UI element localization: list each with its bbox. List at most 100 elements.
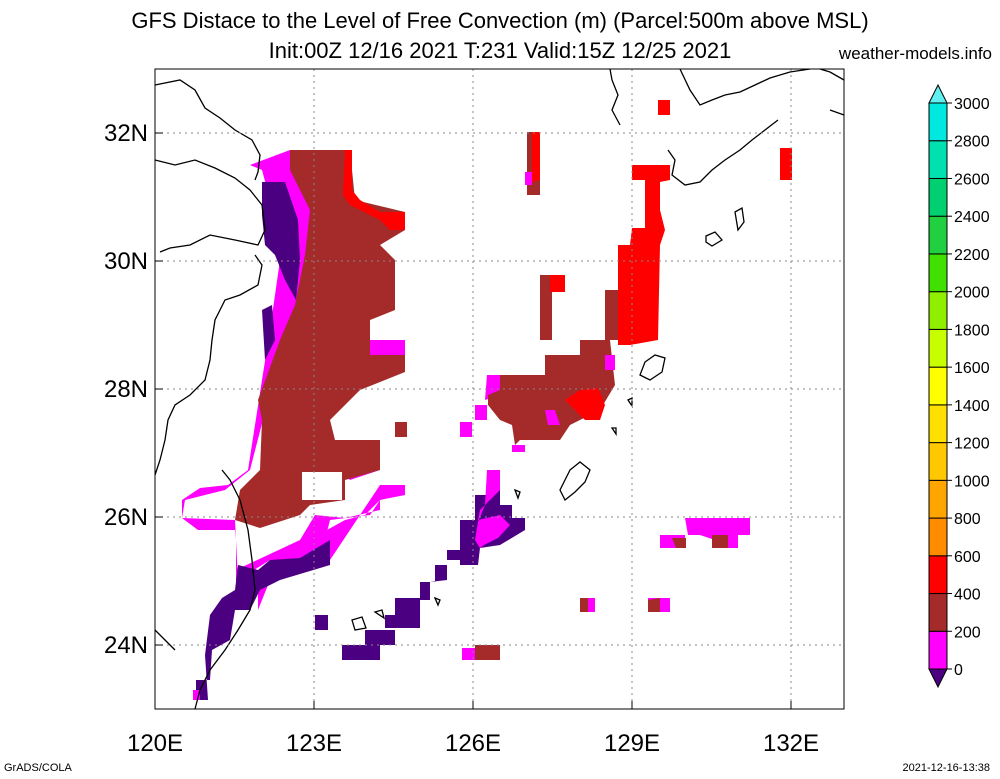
coastline: [154, 68, 845, 710]
colorbar-label: 1600: [954, 360, 990, 377]
shaded-region: [475, 405, 487, 420]
colorbar-under-triangle: [928, 668, 948, 689]
coastline-segment: [154, 629, 176, 651]
colorbar-label: 1400: [954, 398, 990, 415]
shaded-region: [262, 182, 300, 300]
lon-tick-label: 132E: [763, 730, 819, 757]
field-shading: [182, 100, 792, 700]
colorbar-box: [928, 404, 948, 444]
coastline-segment: [705, 231, 724, 247]
colorbar-box: [928, 593, 948, 632]
shaded-region: [475, 470, 510, 548]
map-subtitle: Init:00Z 12/16 2021 T:231 Valid:15Z 12/2…: [268, 38, 732, 63]
shaded-region: [618, 165, 670, 345]
colorbar-label: 2600: [954, 171, 990, 188]
colorbar-label: 400: [954, 587, 981, 604]
colorbar-box: [928, 328, 948, 368]
shaded-region: [550, 275, 565, 292]
coastline-segment: [609, 68, 621, 126]
coastline-segment: [154, 159, 266, 253]
colorbar-box: [928, 630, 948, 670]
shaded-region: [196, 540, 330, 700]
shaded-region: [315, 615, 328, 630]
lat-tick-label: 32N: [104, 120, 148, 147]
coastline-segment: [610, 427, 617, 437]
shaded-region: [545, 410, 560, 425]
lat-tick-label: 24N: [104, 632, 148, 659]
coastline-segment: [433, 596, 441, 607]
colorbar-label: 2000: [954, 285, 990, 302]
map-title: GFS Distace to the Level of Free Convect…: [131, 8, 869, 33]
shaded-region: [780, 148, 792, 180]
colorbar-box: [928, 253, 948, 293]
coastline-segment: [639, 354, 666, 381]
colorbar-label: 3000: [954, 96, 990, 113]
shaded-region: [262, 305, 275, 360]
shaded-region: [648, 598, 660, 612]
colorbar-box: [928, 555, 948, 595]
shaded-region: [712, 535, 728, 548]
colorbar-box: [928, 102, 948, 142]
shaded-region: [488, 340, 615, 445]
lat-lon-grid: [155, 69, 844, 709]
shaded-region: [540, 275, 552, 340]
coastline-segment: [373, 609, 386, 620]
colorbar-label: 2200: [954, 247, 990, 264]
colorbar-label: 800: [954, 511, 981, 528]
software-credit: GrADS/COLA: [4, 762, 72, 774]
shaded-region: [658, 100, 670, 115]
lat-tick-label: 28N: [104, 376, 148, 403]
colorbar-label: 1000: [954, 473, 990, 490]
coastline-segment: [154, 254, 263, 476]
coastline-segment: [829, 109, 845, 116]
coastline-segment: [819, 68, 845, 81]
coastline-segment: [667, 119, 779, 186]
colorbar-label: 2400: [954, 209, 990, 226]
shaded-region: [342, 645, 380, 660]
colorbar-over-triangle: [928, 83, 948, 104]
shaded-region: [605, 290, 618, 340]
coastline-segment: [627, 396, 633, 409]
colorbar-box: [928, 215, 948, 255]
coastline-segment: [734, 206, 745, 232]
colorbar-box: [928, 291, 948, 330]
shaded-region: [512, 445, 525, 452]
shaded-region: [475, 645, 500, 660]
shaded-region: [460, 422, 472, 437]
colorbar: 0 200 400 600 800 1000 1200 1400 1600 1800 2000 220…: [928, 83, 990, 689]
lat-tick-label: 30N: [104, 248, 148, 275]
coastline-segment: [154, 79, 261, 181]
unshaded-gap: [302, 472, 342, 500]
shaded-region: [235, 150, 405, 528]
colorbar-label: 1800: [954, 322, 990, 339]
shaded-region: [385, 475, 525, 628]
shaded-region: [580, 598, 590, 612]
shaded-region: [462, 648, 475, 660]
shaded-region: [565, 388, 605, 420]
colorbar-box: [928, 177, 948, 217]
lon-tick-label: 129E: [604, 730, 660, 757]
colorbar-box: [928, 442, 948, 481]
colorbar-box: [928, 479, 948, 519]
colorbar-label: 600: [954, 549, 981, 566]
coastline-segment: [351, 616, 367, 631]
colorbar-label: 200: [954, 624, 981, 641]
lon-tick-label: 120E: [127, 730, 183, 757]
lon-tick-label: 126E: [445, 730, 501, 757]
render-timestamp: 2021-12-16-13:38: [902, 762, 990, 774]
shaded-region: [525, 172, 532, 185]
colorbar-box: [928, 140, 948, 179]
shaded-region: [532, 132, 540, 182]
lat-tick-label: 26N: [104, 504, 148, 531]
shaded-region: [685, 518, 750, 548]
shaded-region: [605, 355, 615, 370]
shaded-region: [672, 538, 686, 548]
colorbar-label: 1200: [954, 436, 990, 453]
shaded-region: [395, 422, 407, 437]
coastline-segment: [513, 488, 521, 500]
colorbar-label: 2800: [954, 134, 990, 151]
lon-tick-label: 123E: [286, 730, 342, 757]
shaded-region: [588, 598, 595, 612]
shaded-region: [365, 630, 395, 645]
